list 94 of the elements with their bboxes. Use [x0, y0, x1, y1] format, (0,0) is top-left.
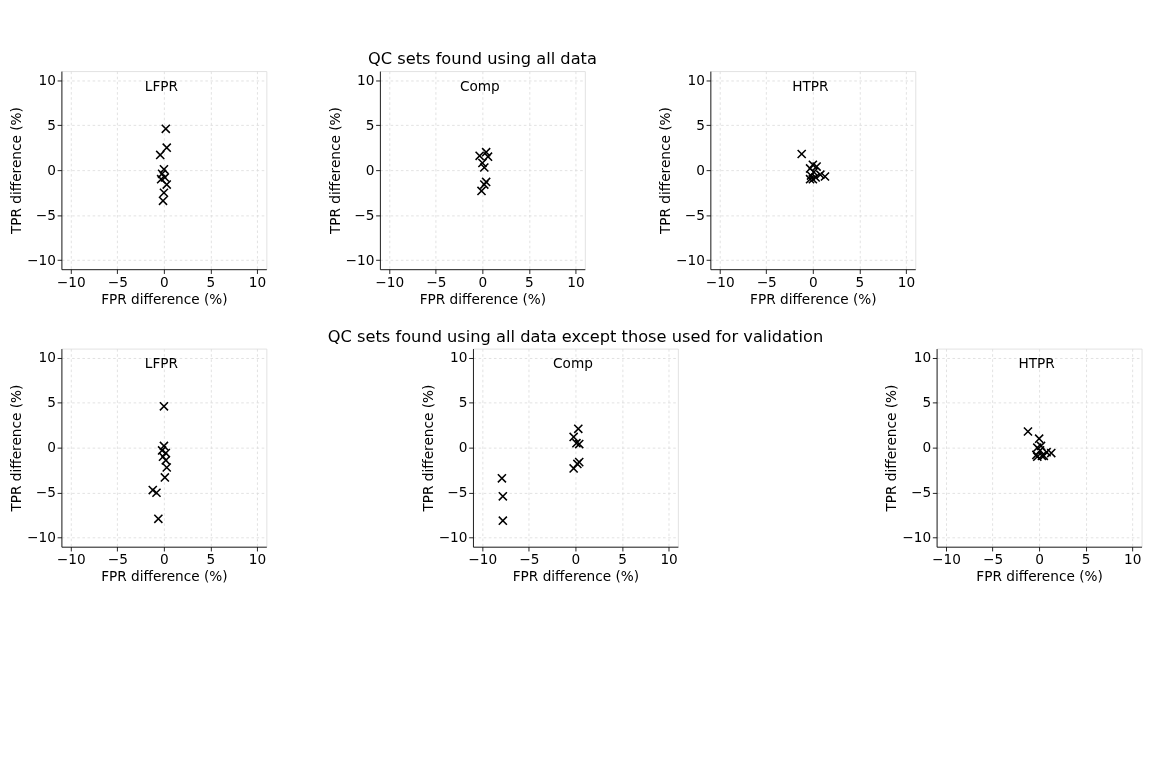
x-tick-label: −5 [426, 273, 447, 290]
y-tick-label: 0 [922, 439, 932, 456]
point [153, 514, 164, 524]
x-axis-title: FPR difference (%) [101, 568, 228, 585]
x-tick-label: 10 [248, 551, 267, 568]
y-axis-title: TPR difference (%) [657, 107, 674, 236]
y-tick-label: −10 [902, 529, 932, 546]
x-tick-label: 5 [618, 551, 627, 568]
point [151, 487, 162, 498]
x-tick-label: 5 [525, 273, 534, 290]
y-tick-label: 10 [38, 71, 56, 88]
x-tick-label: 10 [660, 551, 678, 568]
x-tick-label: −5 [982, 551, 1004, 568]
y-tick-label: −5 [910, 484, 932, 501]
x-tick-label: 0 [808, 273, 818, 290]
y-axis-title: TPR difference (%) [8, 384, 25, 513]
point [481, 147, 491, 158]
point [159, 401, 169, 412]
point [160, 123, 171, 134]
y-tick-label: 5 [365, 116, 375, 133]
point [820, 171, 830, 182]
x-axis-title: FPR difference (%) [101, 290, 228, 307]
text: Comp [459, 77, 500, 94]
y-tick-label: 0 [365, 161, 375, 178]
y-tick-label: 10 [913, 349, 932, 366]
x-tick-label: 0 [160, 551, 169, 568]
point [479, 162, 490, 173]
x-tick-label: −5 [107, 273, 128, 290]
x-axis-title: FPR difference (%) [750, 290, 877, 307]
chart-subtitle: QC sets found using all data except those used for validation [327, 326, 824, 346]
y-tick-label: 10 [450, 349, 468, 366]
point [1046, 448, 1057, 458]
y-tick-label: −5 [447, 484, 468, 501]
point [568, 463, 579, 474]
text: HTPR [1018, 355, 1056, 372]
y-tick-label: −10 [438, 529, 468, 546]
x-tick-label: 5 [855, 273, 865, 290]
y-tick-label: −10 [345, 251, 375, 268]
y-axis-title: TPR difference (%) [883, 384, 900, 513]
y-tick-label: −5 [35, 484, 56, 501]
chart-subtitle: QC sets found using all data [367, 49, 597, 69]
x-tick-label: 10 [897, 273, 916, 290]
y-tick-label: 5 [458, 394, 468, 411]
y-tick-label: −10 [27, 251, 56, 268]
point [147, 485, 158, 495]
x-axis-title: FPR difference (%) [419, 290, 547, 307]
x-axis-title: FPR difference (%) [976, 568, 1103, 585]
y-axis-title: TPR difference (%) [8, 107, 25, 236]
y-tick-label: 10 [357, 71, 375, 88]
y-tick-label: 10 [687, 71, 705, 88]
y-tick-label: 5 [47, 394, 56, 411]
y-tick-label: 10 [38, 349, 56, 366]
x-tick-label: 0 [160, 273, 169, 290]
point [498, 515, 508, 526]
x-tick-label: 10 [567, 273, 585, 290]
y-tick-label: −5 [684, 206, 705, 223]
x-tick-label: 5 [206, 551, 216, 568]
y-axis-title: TPR difference (%) [419, 384, 436, 513]
y-tick-label: −10 [676, 251, 705, 268]
text: LFPR [144, 77, 179, 94]
point [573, 423, 584, 434]
y-tick-label: 5 [47, 116, 56, 133]
text: LFPR [144, 355, 179, 372]
x-axis-title: FPR difference (%) [512, 568, 640, 585]
x-tick-label: 0 [478, 273, 488, 290]
x-tick-label: 0 [1035, 551, 1044, 568]
point [796, 149, 807, 159]
x-tick-label: 5 [1081, 551, 1091, 568]
text: HTPR [792, 77, 829, 94]
x-tick-label: −5 [519, 551, 540, 568]
y-tick-label: −5 [354, 206, 375, 223]
x-tick-label: 10 [1124, 551, 1142, 568]
y-tick-label: 5 [922, 394, 932, 411]
y-tick-label: 0 [47, 439, 56, 456]
y-tick-label: −10 [27, 529, 56, 546]
y-tick-label: 0 [47, 161, 56, 178]
x-tick-label: −5 [756, 273, 777, 290]
x-tick-label: 0 [571, 551, 581, 568]
x-tick-label: 5 [206, 273, 216, 290]
point [498, 491, 508, 502]
y-tick-label: 0 [696, 161, 705, 178]
point [1023, 426, 1033, 437]
text: Comp [553, 355, 593, 372]
y-axis-title: TPR difference (%) [326, 107, 343, 236]
x-tick-label: 10 [248, 273, 267, 290]
x-tick-label: −5 [107, 551, 128, 568]
point [155, 150, 166, 160]
y-tick-label: 5 [696, 116, 705, 133]
y-tick-label: 0 [458, 439, 468, 456]
point [483, 151, 493, 162]
point [497, 473, 507, 484]
y-tick-label: −5 [35, 206, 56, 223]
point [161, 142, 172, 153]
point [815, 169, 826, 180]
